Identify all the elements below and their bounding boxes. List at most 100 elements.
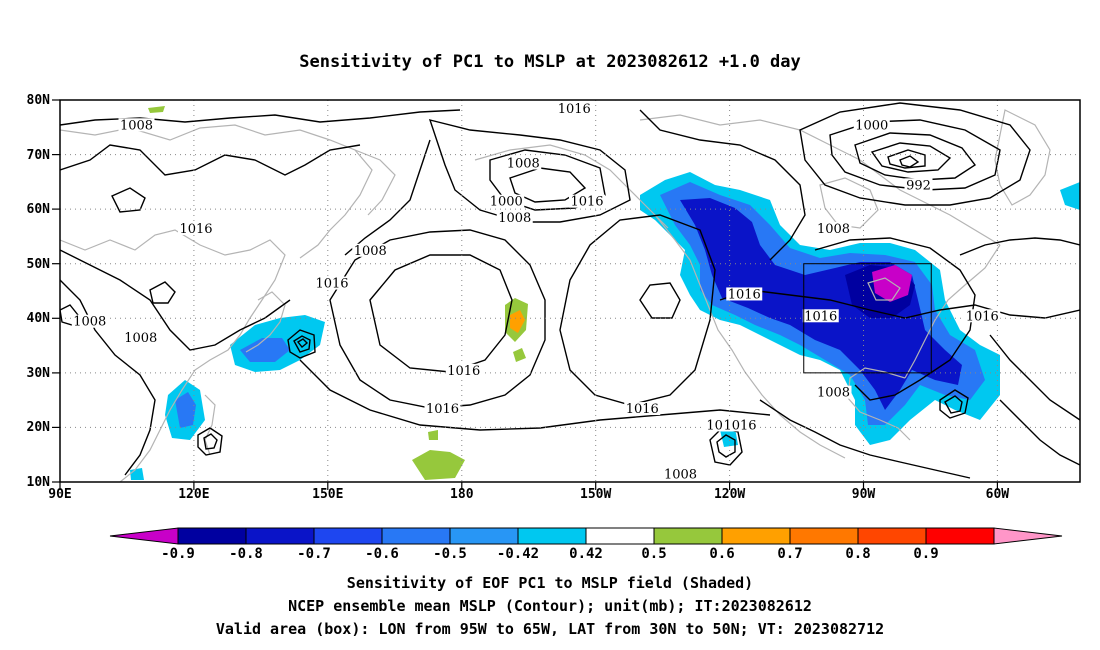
colorbar-cell bbox=[449, 527, 519, 545]
lon-label: 120E bbox=[178, 487, 209, 502]
contour-label-bg bbox=[722, 418, 758, 432]
contour-label-bg bbox=[424, 402, 461, 416]
contour-label-bg bbox=[662, 467, 699, 481]
contour-west-asia-1008 bbox=[60, 279, 156, 476]
colorbar-cell bbox=[585, 527, 655, 545]
figure-caption: Sensitivity of EOF PC1 to MSLP field (Sh… bbox=[216, 574, 884, 638]
lat-label: 50N bbox=[27, 257, 51, 272]
contour-label-bg bbox=[445, 363, 482, 377]
colorbar-cell bbox=[245, 527, 315, 545]
colorbar-label: 0.6 bbox=[709, 546, 734, 562]
contour-label-bg bbox=[726, 287, 763, 301]
coast-canada-north bbox=[639, 114, 1001, 246]
colorbar-label: -0.6 bbox=[365, 546, 399, 562]
contour-asia-small-3 bbox=[111, 187, 146, 213]
shade-north-america-strong bbox=[680, 198, 962, 410]
longitude-labels: 90E 120E 150E 180 150W 120W 90W 60W bbox=[48, 487, 1009, 502]
contour-label: 1008 bbox=[664, 468, 697, 483]
map-panel: 1008101610081000100810161000992100810161… bbox=[27, 93, 1081, 502]
contour-bering-1016 bbox=[344, 139, 431, 256]
lon-label: 90W bbox=[852, 487, 876, 502]
contour-east-pacific-1024 bbox=[639, 282, 681, 319]
shade-small-negative-1 bbox=[720, 428, 738, 447]
colorbar-cell bbox=[109, 527, 179, 545]
colorbar-label: 0.7 bbox=[777, 546, 802, 562]
graticule bbox=[60, 100, 1080, 482]
contour-label-bg bbox=[496, 211, 533, 225]
contour-label: 1008 bbox=[507, 156, 540, 171]
colorbar-cell bbox=[789, 527, 859, 545]
colorbar-cell bbox=[517, 527, 587, 545]
contour-label-bg bbox=[178, 221, 214, 235]
contour-japan-low-3 bbox=[296, 338, 309, 348]
contour-label-bg bbox=[815, 385, 852, 399]
contour-na-1008-ne bbox=[959, 237, 1080, 256]
colorbar-label: 0.9 bbox=[913, 546, 938, 562]
lon-label: 90E bbox=[48, 487, 71, 502]
contour-aleutian-low-inner bbox=[509, 167, 587, 203]
contour-north-1016-a bbox=[60, 144, 361, 176]
lat-label: 20N bbox=[27, 420, 51, 435]
lat-label: 60N bbox=[27, 202, 51, 217]
colorbar-label: 0.8 bbox=[845, 546, 870, 562]
contour-label-bg bbox=[904, 178, 933, 192]
contour-label-bg bbox=[118, 118, 155, 132]
coast-north-america-west bbox=[654, 214, 846, 459]
colorbar: -0.9 -0.8 -0.7 -0.6 -0.5 -0.42 0.42 0.5 … bbox=[109, 527, 1063, 562]
shade-hawaii-positive bbox=[412, 450, 465, 480]
contour-label-bg bbox=[505, 156, 542, 170]
contour-label: 1016 bbox=[426, 402, 459, 417]
contour-label: 992 bbox=[906, 178, 931, 193]
contour-label-bg bbox=[352, 243, 389, 257]
contour-arctic-low-core bbox=[899, 155, 920, 168]
coast-siberia bbox=[60, 124, 373, 259]
contour-label-bg bbox=[71, 314, 108, 328]
contour-label: 1000 bbox=[855, 118, 888, 133]
contour-arctic-low-4 bbox=[870, 142, 952, 173]
contour-labels: 1008101610081000100810161000992100810161… bbox=[71, 101, 1001, 483]
colorbar-cell bbox=[177, 527, 247, 545]
coast-japan bbox=[245, 291, 286, 353]
colorbar-cell bbox=[857, 527, 927, 545]
contour-label-bg bbox=[569, 194, 605, 208]
contour-pacific-high-1024 bbox=[369, 254, 513, 373]
contour-aleutian-low-outer bbox=[428, 119, 631, 223]
contour-asia-small-2 bbox=[149, 281, 176, 304]
colorbar-cell bbox=[313, 527, 383, 545]
valid-area-box bbox=[803, 263, 932, 374]
contour-label-bg bbox=[122, 331, 159, 345]
figure-title: Sensitivity of PC1 to MSLP at 2023082612… bbox=[299, 52, 801, 72]
colorbar-label: -0.42 bbox=[497, 546, 539, 562]
shade-dateline-positive-core bbox=[510, 310, 525, 333]
contour-label: 1008 bbox=[73, 315, 106, 330]
lat-label: 70N bbox=[27, 148, 51, 163]
contour-scs-low-2 bbox=[203, 433, 218, 450]
contour-label-bg bbox=[488, 194, 525, 208]
contour-label-bg bbox=[314, 276, 350, 290]
contour-japan-low-2 bbox=[293, 335, 311, 353]
contour-label: 1016 bbox=[626, 402, 659, 417]
coast-hudson-bay bbox=[819, 177, 879, 229]
coastlines bbox=[60, 109, 1051, 482]
lat-label: 30N bbox=[27, 366, 51, 381]
colorbar-label: -0.8 bbox=[229, 546, 263, 562]
colorbar-cell bbox=[721, 527, 791, 545]
contour-label: 1016 bbox=[804, 309, 837, 324]
contour-label: 1008 bbox=[498, 211, 531, 226]
shade-atlantic-edge bbox=[1060, 182, 1080, 210]
contour-south-hurricane-1 bbox=[939, 389, 969, 419]
lon-label: 180 bbox=[450, 487, 474, 502]
contour-label-bg bbox=[624, 402, 661, 416]
caption-line-3: Valid area (box): LON from 95W to 65W, L… bbox=[216, 620, 884, 638]
shade-south-china-inner bbox=[175, 392, 196, 428]
contour-label: 1016 bbox=[179, 222, 212, 237]
coast-asia-east bbox=[60, 229, 286, 482]
shade-japan-inner bbox=[240, 338, 290, 362]
colorbar-label: -0.9 bbox=[161, 546, 195, 562]
contour-west-asia-1016 bbox=[60, 249, 291, 351]
contour-south-hurricane-2 bbox=[944, 395, 963, 414]
colorbar-label: 0.42 bbox=[569, 546, 603, 562]
coast-great-lakes bbox=[867, 277, 901, 301]
contour-label-bg bbox=[964, 309, 1001, 323]
